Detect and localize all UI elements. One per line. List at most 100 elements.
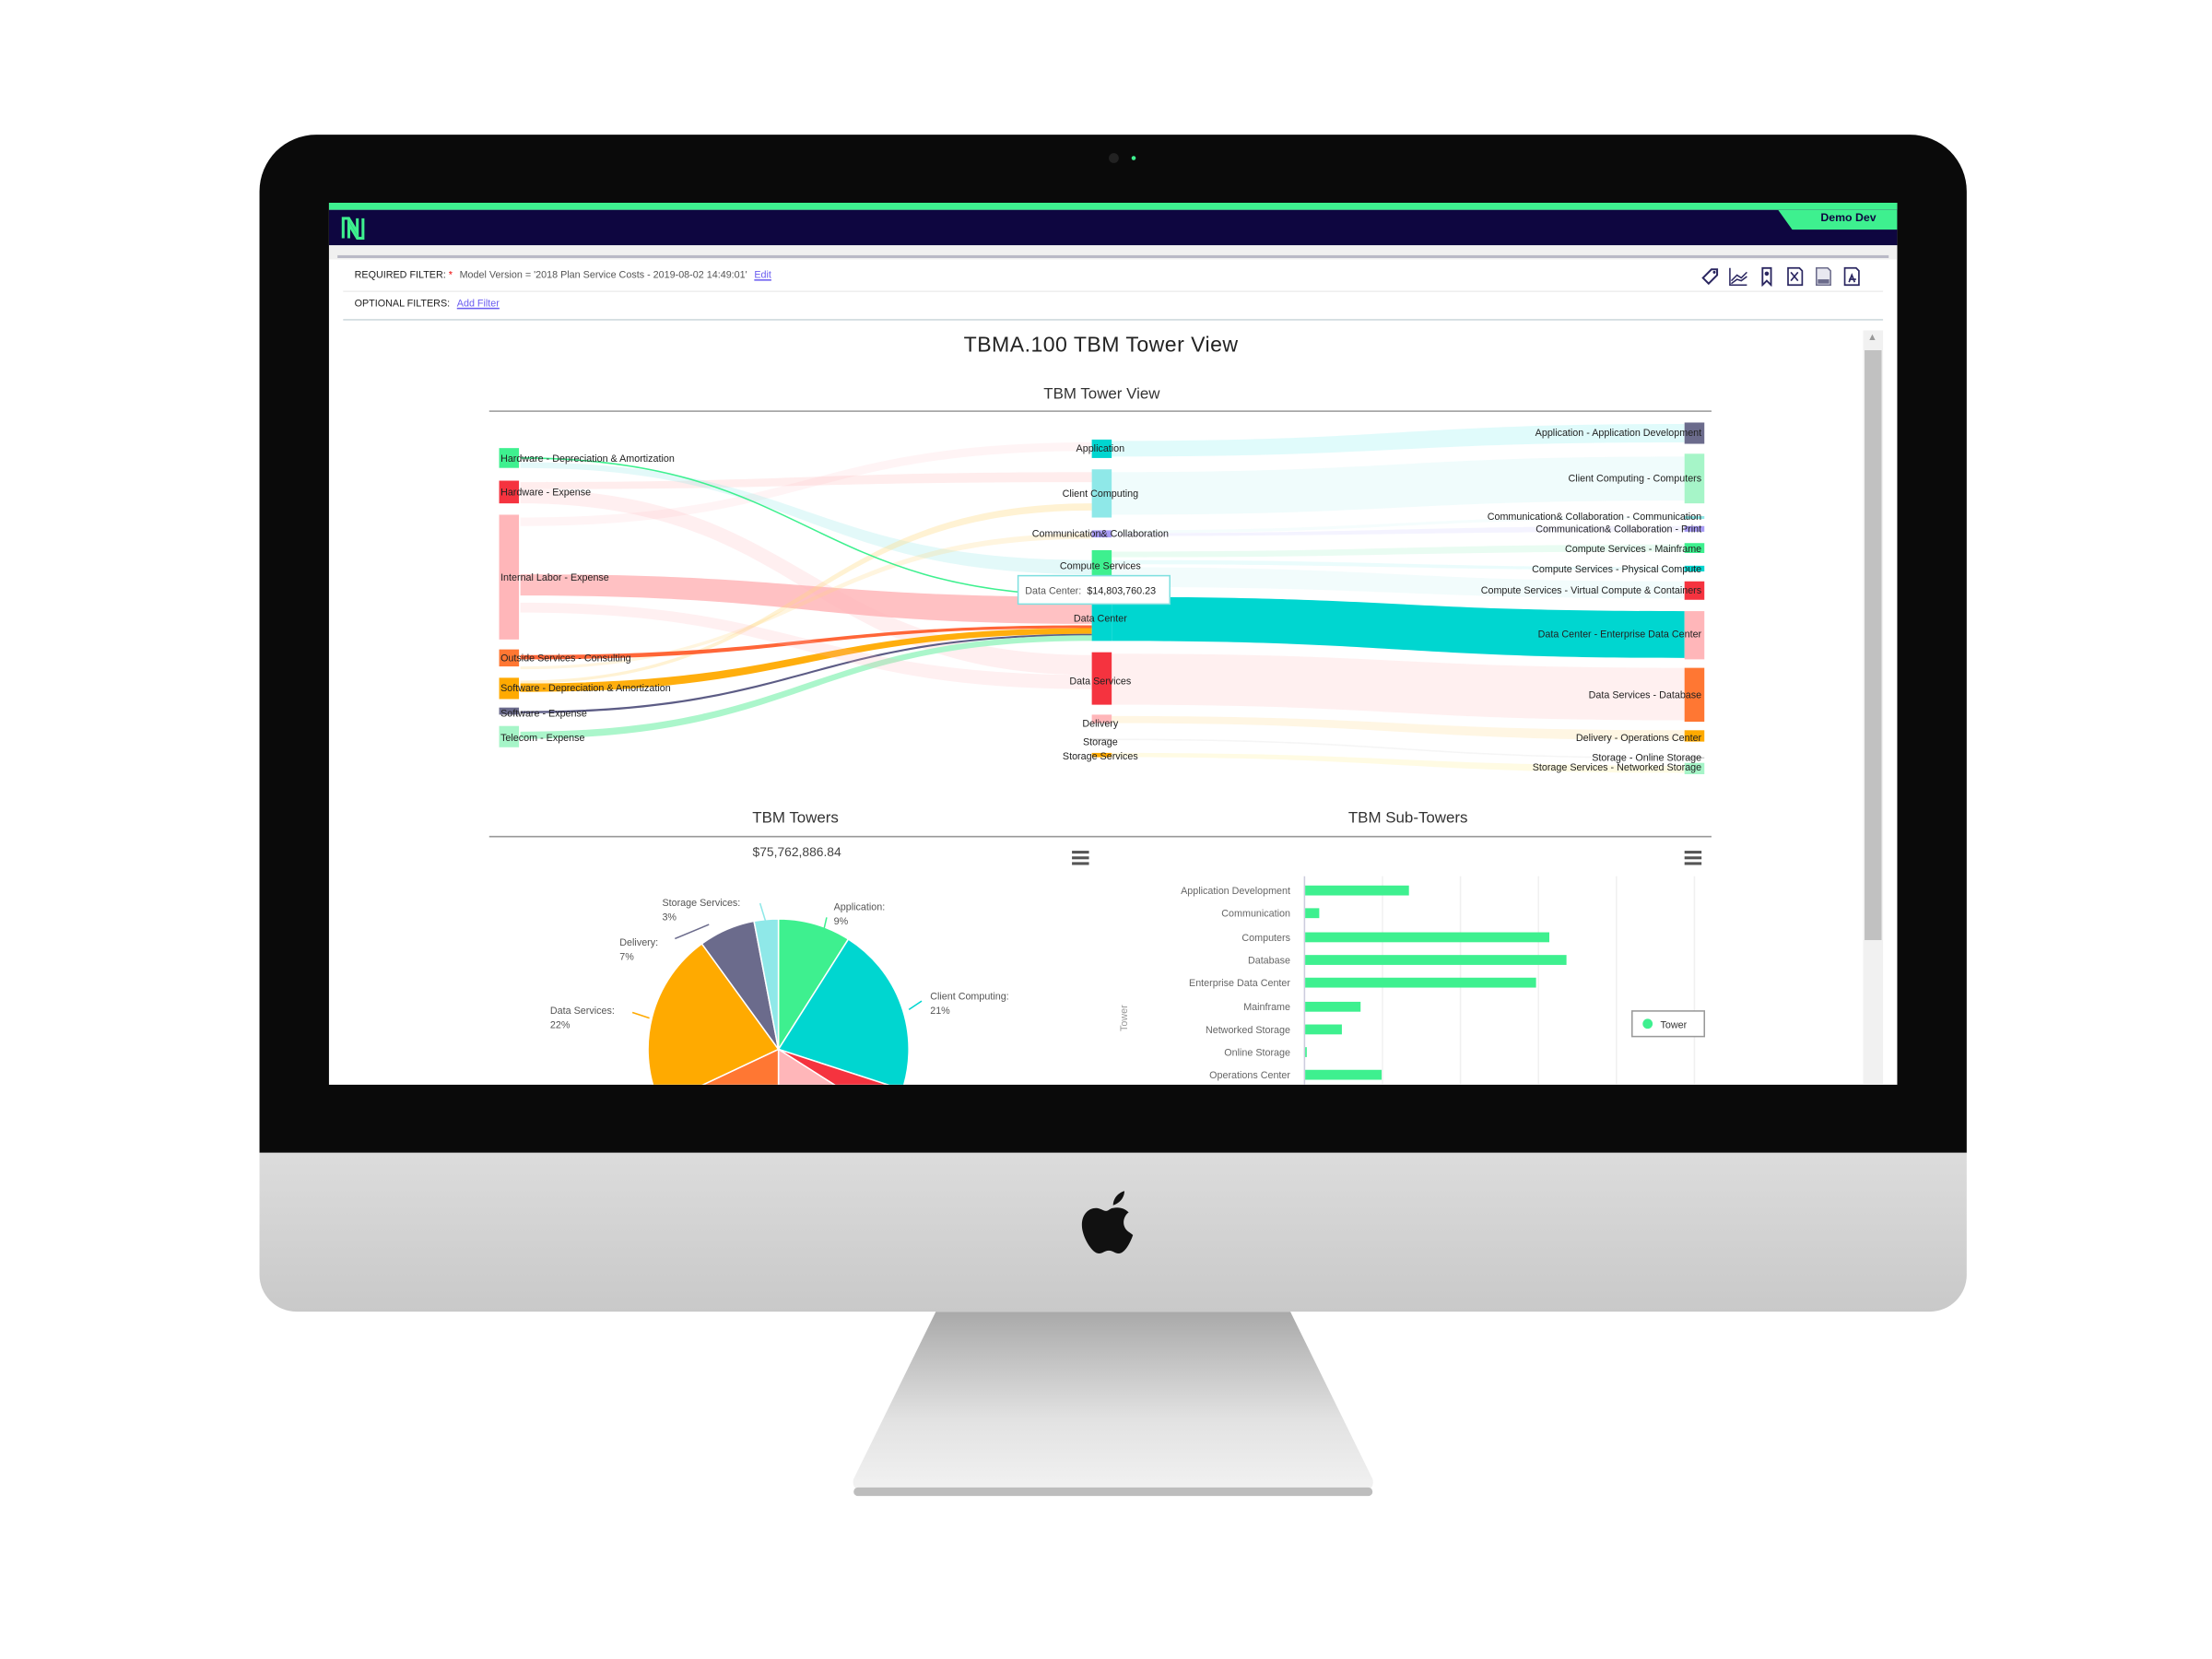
sankey-flow[interactable] — [1112, 752, 1685, 773]
sankey-flow[interactable] — [520, 628, 1092, 692]
bar-menu-button[interactable] — [1684, 851, 1702, 865]
bar[interactable] — [1305, 1069, 1382, 1080]
svg-text:Data Center: $14,803: Data Center: $14,803,760.23 — [1025, 586, 1156, 597]
sankey-flow[interactable] — [520, 472, 1092, 489]
pie-label: Storage Services: — [662, 898, 740, 909]
tower-node[interactable] — [1091, 752, 1112, 758]
sankey-flow[interactable] — [1112, 715, 1685, 741]
sub-tower-label: Communication& Collaboration - Print — [1535, 524, 1701, 535]
app-header — [328, 209, 1898, 246]
source-label: Software - Expense — [500, 709, 587, 720]
camera — [1109, 153, 1119, 163]
source-node[interactable] — [499, 725, 520, 747]
sankey-flow[interactable] — [1112, 515, 1685, 534]
bar[interactable] — [1305, 955, 1567, 965]
sankey-flow[interactable] — [520, 488, 1092, 676]
tower-node[interactable] — [1091, 738, 1112, 741]
sankey-flow[interactable] — [520, 441, 1092, 526]
sub-tower-node[interactable] — [1684, 611, 1705, 660]
sankey-flow[interactable] — [1112, 423, 1685, 457]
source-node[interactable] — [499, 677, 520, 700]
bar[interactable] — [1305, 1047, 1307, 1057]
pie-pct-label: 22% — [550, 1019, 571, 1030]
bar[interactable] — [1305, 885, 1409, 896]
sub-tower-label: Storage - Online Storage — [1592, 752, 1701, 763]
pie-pct-label: 3% — [662, 912, 677, 923]
sub-tower-node[interactable] — [1684, 453, 1705, 504]
sub-tower-node[interactable] — [1684, 581, 1705, 600]
sankey-flow[interactable] — [520, 462, 1092, 575]
tower-node[interactable] — [1091, 652, 1112, 705]
line-chart-icon[interactable] — [1728, 266, 1748, 287]
pie-slice[interactable] — [777, 918, 850, 1053]
excel-export-icon[interactable] — [1785, 266, 1806, 287]
pdf-export-icon[interactable] — [1841, 266, 1862, 287]
pie-slice[interactable] — [647, 942, 780, 1085]
edit-filter-link[interactable]: Edit — [754, 270, 771, 281]
sankey-flow[interactable] — [520, 633, 1092, 713]
tower-node[interactable] — [1091, 714, 1112, 724]
bar[interactable] — [1305, 908, 1320, 919]
source-label: Telecom - Expense — [500, 733, 584, 744]
tower-node[interactable] — [1091, 469, 1112, 518]
sankey-flow[interactable] — [1112, 559, 1685, 571]
sub-tower-node[interactable] — [1684, 543, 1705, 553]
pie-slice[interactable] — [777, 937, 910, 1085]
scroll-up-arrow-icon[interactable]: ▲ — [1867, 333, 1877, 344]
apple-logo-icon — [1081, 1191, 1134, 1253]
bar[interactable] — [1305, 1024, 1342, 1035]
pie-slice[interactable] — [777, 1048, 889, 1085]
pie-menu-button[interactable] — [1072, 851, 1089, 865]
sankey-flow[interactable] — [1112, 738, 1685, 759]
sankey-flow[interactable] — [520, 533, 1092, 670]
add-filter-link[interactable]: Add Filter — [456, 299, 500, 310]
user-tab[interactable] — [1778, 209, 1898, 230]
sub-tower-label: Compute Services - Virtual Compute & Con… — [1481, 585, 1701, 596]
pie-label: Data Services: — [550, 1006, 615, 1017]
pie-slice[interactable] — [778, 1048, 903, 1085]
sankey-flow[interactable] — [520, 574, 1092, 624]
bar[interactable] — [1305, 1001, 1361, 1012]
sub-tower-node[interactable] — [1684, 667, 1705, 723]
sub-tower-node[interactable] — [1684, 730, 1705, 742]
pie-pct-label: 21% — [930, 1006, 950, 1017]
source-node[interactable] — [499, 448, 520, 468]
sankey-flow[interactable] — [1112, 567, 1685, 599]
sub-tower-node[interactable] — [1684, 565, 1705, 571]
bar[interactable] — [1305, 932, 1549, 943]
tower-node[interactable] — [1091, 530, 1112, 538]
source-node[interactable] — [499, 707, 520, 715]
sankey-flow[interactable] — [1112, 596, 1685, 658]
sankey-flow[interactable] — [1112, 456, 1685, 515]
sankey-flow[interactable] — [1112, 653, 1685, 721]
tower-node[interactable] — [1091, 439, 1112, 458]
pie-slice[interactable] — [753, 918, 780, 1050]
sankey-flow[interactable] — [1112, 544, 1685, 558]
source-node[interactable] — [499, 514, 520, 640]
bar-title: TBM Sub-Towers — [1348, 808, 1468, 826]
user-name[interactable]: Demo Dev — [1820, 211, 1877, 225]
csv-export-icon[interactable] — [1814, 266, 1834, 287]
sankey-flow[interactable] — [520, 602, 1092, 689]
sub-tower-node[interactable] — [1684, 422, 1705, 444]
sub-tower-node[interactable] — [1684, 525, 1705, 532]
sub-tower-node[interactable] — [1684, 757, 1705, 759]
sub-tower-node[interactable] — [1684, 762, 1705, 774]
source-node[interactable] — [499, 649, 520, 667]
bar[interactable] — [1305, 977, 1536, 988]
sankey-flow[interactable] — [1112, 525, 1685, 536]
divider — [343, 290, 1884, 292]
app-logo-icon[interactable] — [340, 216, 366, 241]
sankey-flow[interactable] — [520, 635, 1092, 739]
tower-node[interactable] — [1091, 595, 1112, 641]
source-node[interactable] — [499, 480, 520, 504]
bookmark-icon[interactable] — [1757, 266, 1777, 287]
sankey-flow[interactable] — [520, 503, 1092, 684]
scrollbar-thumb[interactable] — [1865, 349, 1882, 940]
sankey-flow[interactable] — [520, 457, 1092, 596]
screen: Demo Dev REQUIRED FILTER: * Model Versio… — [328, 202, 1898, 1085]
tag-icon[interactable] — [1700, 266, 1721, 287]
sankey-flow[interactable] — [520, 625, 1092, 660]
sub-tower-node[interactable] — [1684, 515, 1705, 520]
bar-legend[interactable]: Tower — [1630, 1010, 1705, 1038]
